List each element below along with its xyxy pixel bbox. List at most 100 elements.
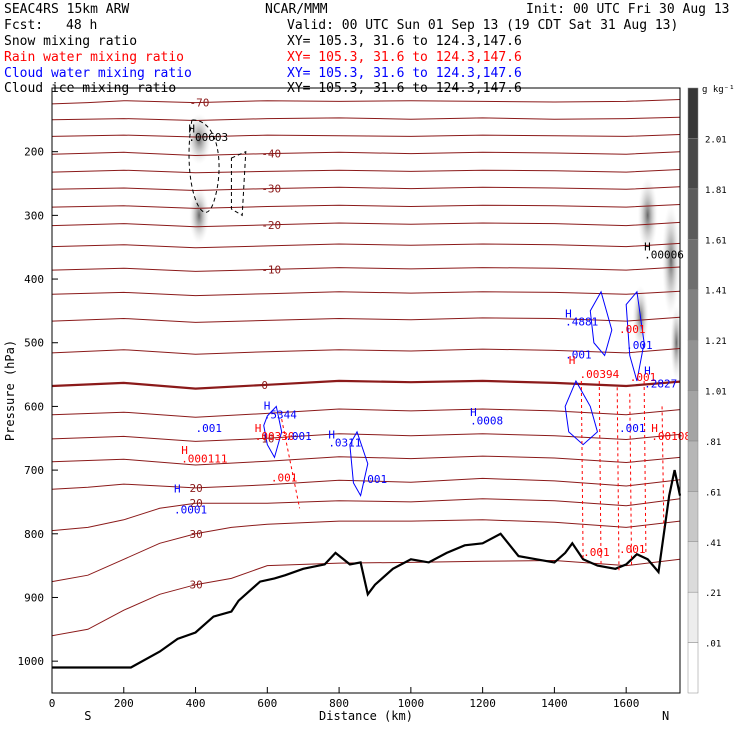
temperature-contour [51, 477, 681, 490]
rain-water-contour [598, 380, 602, 566]
cloud-ice-shading [670, 304, 683, 381]
contour-label: -10 [261, 264, 281, 277]
y-tick-label: 800 [24, 528, 44, 541]
colorbar-label: 2.01 [705, 135, 727, 145]
x-tick-label: 1200 [469, 697, 496, 710]
colorbar-cell [687, 642, 699, 694]
temperature-contour [51, 242, 681, 249]
data-label: .00330 [255, 430, 295, 443]
temperature-contour [51, 290, 681, 297]
contour-label: -40 [261, 148, 281, 161]
temperature-contour [51, 316, 681, 323]
cloud-ice-shading [637, 177, 658, 254]
data-label: .001 [619, 323, 646, 336]
field-rain: Rain water mixing ratio [4, 50, 185, 65]
data-label: H [565, 307, 572, 320]
init-time: Init: 00 UTC Fri 30 Aug 13 [526, 2, 730, 17]
temperature-contour [51, 186, 681, 192]
colorbar-label: 1.01 [705, 388, 727, 398]
x-tick-label: 800 [329, 697, 349, 710]
colorbar-label: .21 [705, 589, 721, 599]
y-tick-label: 900 [24, 591, 44, 604]
data-label: .001 [361, 473, 388, 486]
colorbar-label: .81 [705, 438, 721, 448]
data-label: H [569, 354, 576, 367]
south-label: S [84, 709, 91, 723]
field-snow-xy: XY= 105.3, 31.6 to 124.3,147.6 [287, 34, 522, 49]
x-tick-label: 0 [49, 697, 56, 710]
rain-water-contour [661, 406, 665, 528]
field-cloud-water-xy: XY= 105.3, 31.6 to 124.3,147.6 [287, 66, 522, 81]
model-title: SEAC4RS 15km ARW [4, 2, 130, 17]
rain-water-contour [643, 380, 647, 553]
rain-water-contour [616, 387, 620, 573]
data-label: .4881 [565, 316, 598, 329]
temperature-contour [51, 151, 681, 157]
data-label: .00394 [580, 368, 620, 381]
valid-time: Valid: 00 UTC Sun 01 Sep 13 (19 CDT Sat … [287, 18, 679, 33]
colorbar-label: .01 [705, 640, 721, 650]
contour-label: -70 [190, 97, 210, 110]
cloud-water-contour [625, 290, 645, 382]
contour-label: 30 [190, 528, 203, 541]
contour-label: 20 [190, 497, 203, 510]
data-label: .001 [619, 422, 646, 435]
data-label: H [264, 400, 271, 413]
temperature-contour [51, 558, 681, 637]
temperature-contour [51, 99, 681, 105]
rain-water-contour [629, 393, 633, 566]
cloud-water-contour [263, 405, 283, 459]
data-label: .001 [271, 472, 298, 485]
x-axis-title: Distance (km) [319, 709, 413, 723]
temperature-contour [51, 519, 681, 583]
colorbar-cell [687, 491, 699, 543]
temperature-contour [51, 169, 681, 174]
data-label: .2827 [644, 377, 677, 390]
y-tick-label: 300 [24, 209, 44, 222]
colorbar-label: 1.41 [705, 287, 727, 297]
data-label: H [188, 123, 195, 136]
data-label: .00006 [644, 249, 684, 262]
data-label: .5344 [264, 409, 297, 422]
data-label: .0001 [174, 503, 207, 516]
colorbar-cell [687, 591, 699, 643]
cloud-ice-shading [662, 202, 681, 318]
temperature-contour [51, 116, 681, 122]
temperature-contour [51, 455, 681, 466]
plot-area: -70-40-30-20-1001020203030H.00603H.00006… [51, 97, 691, 669]
north-label: N [662, 709, 669, 723]
data-label: H [644, 365, 651, 378]
terrain-line [52, 469, 682, 669]
temperature-contour [51, 134, 681, 138]
temperature-contour [51, 408, 681, 418]
contour-label: 30 [190, 579, 203, 592]
contour-label: -30 [261, 183, 281, 196]
snow-contour [188, 119, 220, 213]
data-label: .00108 [651, 430, 691, 443]
y-axis-title: Pressure (hPa) [3, 340, 17, 441]
colorbar-cell [687, 541, 699, 593]
y-tick-label: 600 [24, 400, 44, 413]
colorbar: .01 .21 .41 .61 .81 1.01 1.21 1.41 1.61 1.81 2.01 g… [687, 85, 735, 694]
field-cloud-water: Cloud water mixing ratio [4, 66, 192, 81]
fcst-value: 48 h [66, 18, 98, 33]
data-label: H [651, 422, 658, 435]
colorbar-cell [687, 87, 699, 139]
colorbar-label: .41 [705, 539, 721, 549]
fcst-label: Fcst: [4, 18, 44, 33]
colorbar-cell [687, 289, 699, 341]
y-tick-label: 400 [24, 273, 44, 286]
x-tick-label: 200 [114, 697, 134, 710]
colorbar-cell [687, 239, 699, 290]
x-tick-label: 400 [186, 697, 206, 710]
x-tick-label: 1600 [613, 697, 640, 710]
cloud-water-contour [589, 290, 613, 357]
data-label: .000111 [181, 452, 227, 465]
data-label: .001 [565, 349, 592, 362]
data-label: .001 [619, 543, 646, 556]
rain-water-contour [580, 380, 584, 560]
data-label: .001 [626, 339, 653, 352]
temperature-contour [51, 266, 681, 272]
data-label: H [174, 482, 181, 495]
temperature-contour [51, 348, 681, 355]
